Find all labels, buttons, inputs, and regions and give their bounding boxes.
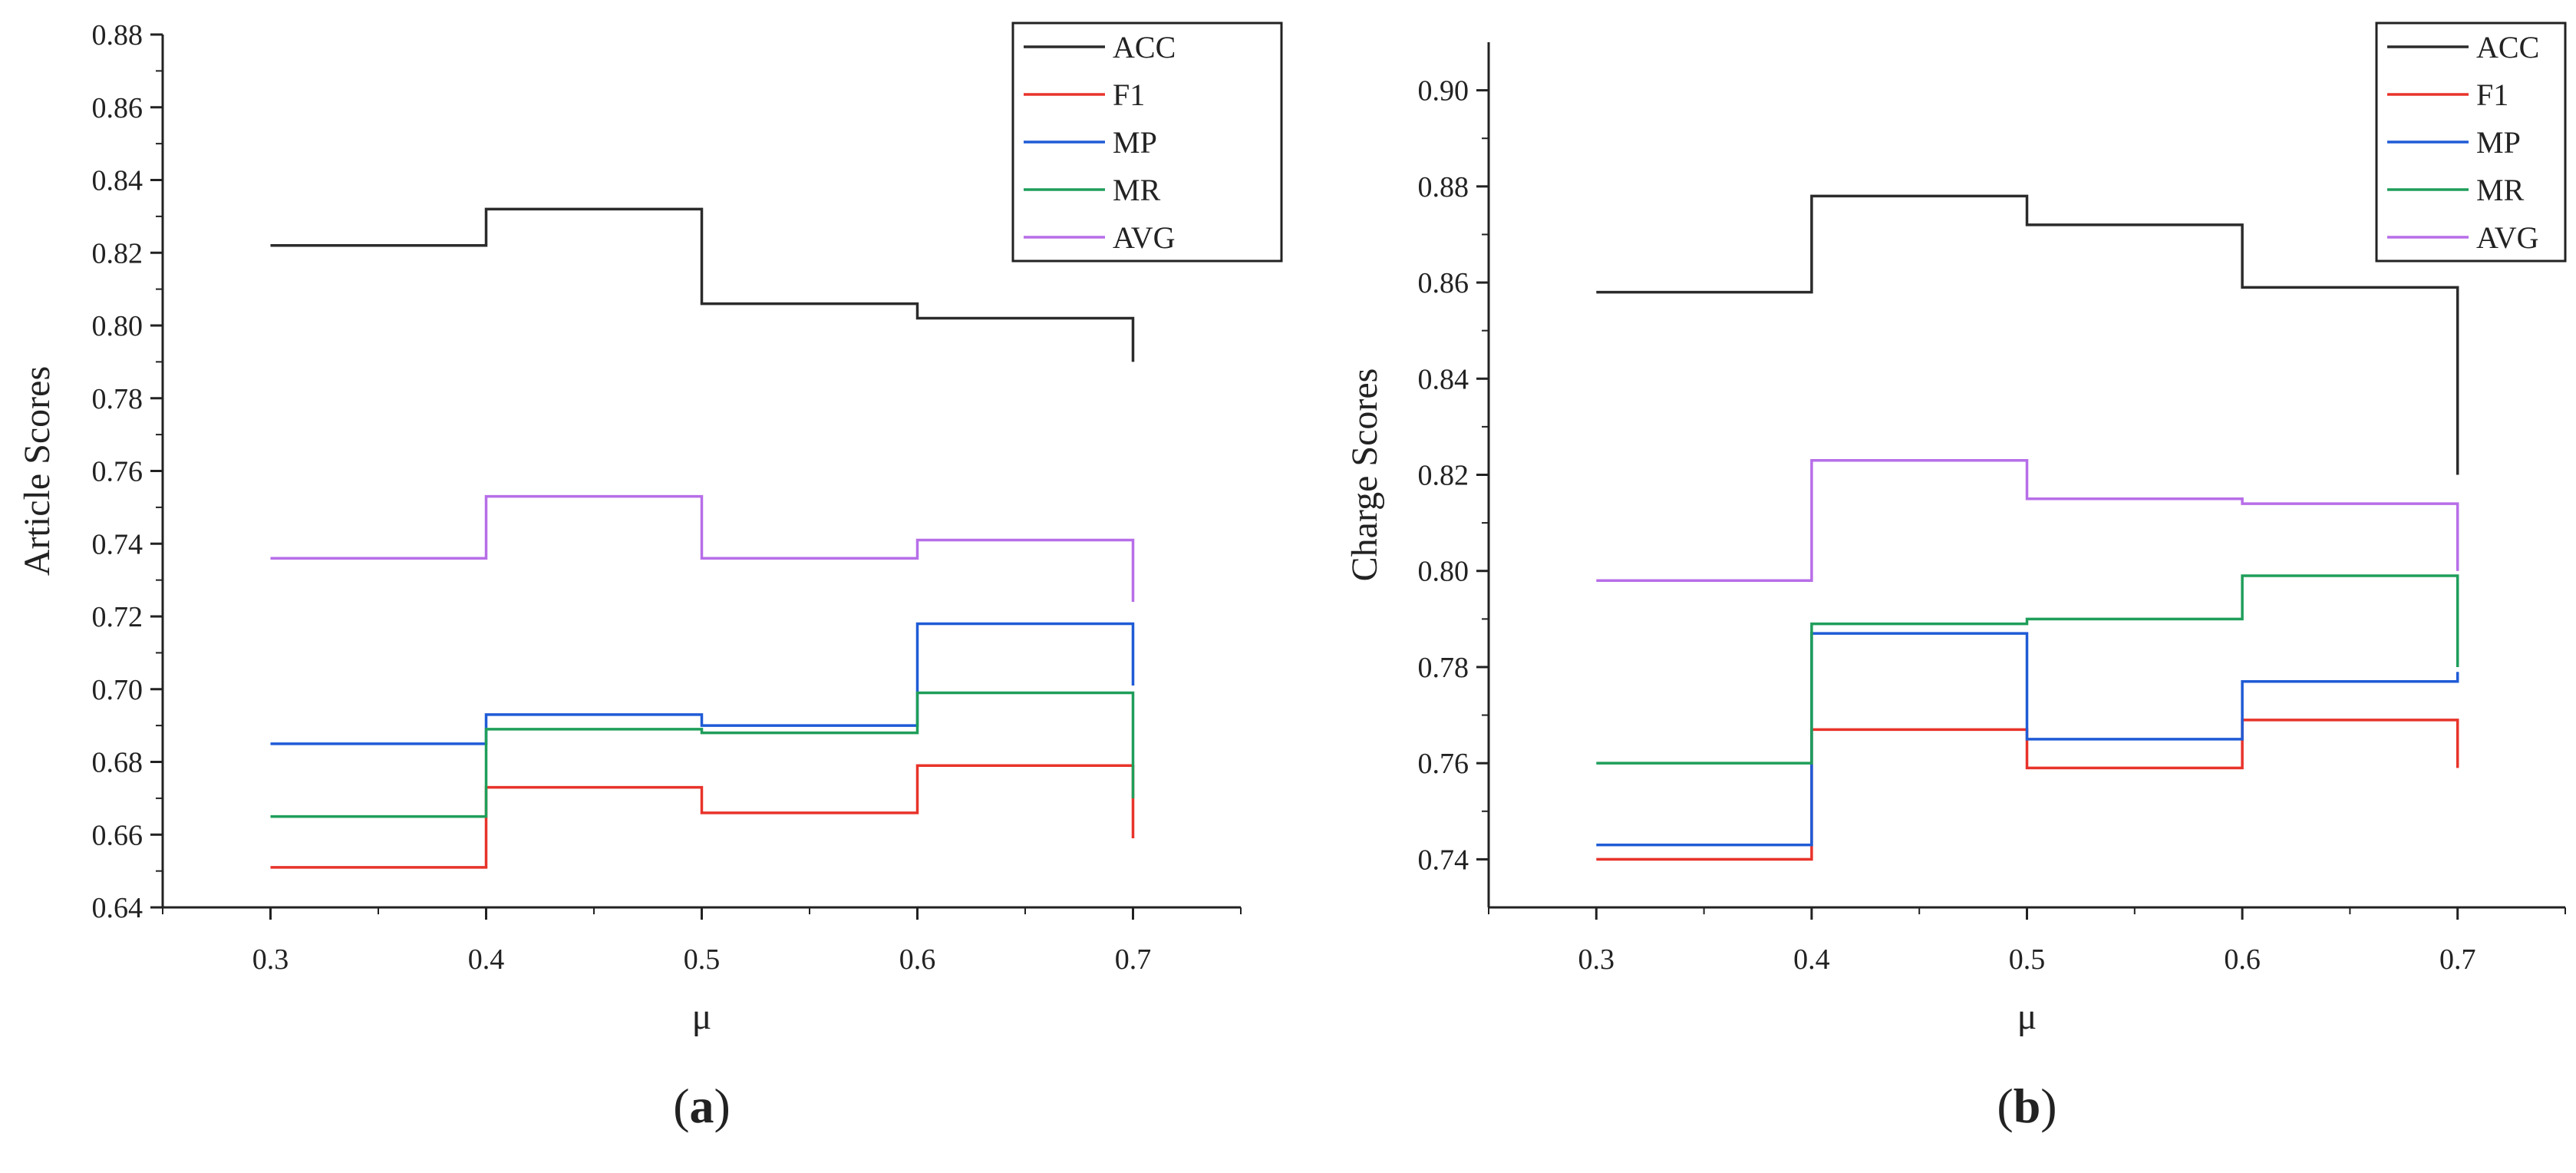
panel-label-open-paren: ( [673,1079,689,1133]
series-line-f1 [270,764,1135,869]
y-tick-label: 0.72 [92,601,143,633]
legend: ACC F1 MP MR AVG [2375,21,2567,263]
panel-label-close-paren: ) [2040,1079,2057,1133]
y-tick-label: 0.76 [1418,748,1469,780]
y-tick-label: 0.88 [92,19,143,51]
y-tick-label: 0.82 [92,237,143,269]
y-tick-label: 0.80 [1418,556,1469,588]
legend-label-avg: AVG [1113,220,1176,255]
series-line-acc [270,207,1135,362]
series-line-mp [1596,632,2459,847]
y-tick-label: 0.86 [1418,267,1469,299]
panel-b: 0.74 0.76 0.78 0.80 0.82 0.84 0.86 0.88 0.90 0.3 0… [1344,21,2567,1133]
y-tick-label: 0.84 [92,165,143,197]
x-tick-label: 0.7 [2439,943,2476,976]
panel-label-close-paren: ) [714,1079,731,1133]
legend-label-mp: MP [1113,125,1157,160]
legend-label-mr: MR [1113,173,1161,207]
legend-label-acc: ACC [2476,30,2539,64]
y-axis-title: Article Scores [17,366,58,576]
y-tick-label: 0.78 [92,383,143,415]
panel-label-open-paren: ( [1997,1079,2013,1133]
y-tick-label: 0.74 [92,528,143,560]
series-line-mp [270,622,1135,745]
y-tick-label: 0.68 [92,747,143,779]
y-tick-label: 0.90 [1418,75,1469,107]
y-tick-label: 0.76 [92,456,143,488]
legend-label-acc: ACC [1113,30,1176,64]
series-line-mr [1596,574,2459,765]
y-tick-label: 0.64 [92,892,143,924]
series-line-f1 [1596,719,2459,861]
x-tick-label: 0.3 [252,943,289,976]
y-tick-label: 0.66 [92,819,143,851]
y-tick-label: 0.74 [1418,844,1469,876]
y-tick-label: 0.88 [1418,171,1469,203]
series-line-acc [1596,194,2459,475]
series-line-avg [1596,458,2459,582]
x-tick-label: 0.3 [1578,943,1615,976]
panel-label: (b) [1997,1079,2057,1133]
panel-label-letter: a [690,1079,714,1133]
legend: ACC F1 MP MR AVG [1011,21,1283,263]
x-tick-label: 0.4 [1793,943,1830,976]
y-tick-label: 0.82 [1418,460,1469,492]
y-axis-title: Charge Scores [1344,368,1385,582]
x-tick-label: 0.6 [2224,943,2261,976]
legend-label-avg: AVG [2476,220,2539,255]
x-tick-label: 0.7 [1115,943,1152,976]
y-tick-label: 0.70 [92,674,143,706]
legend-label-mp: MP [2476,125,2521,160]
x-axis-title: μ [692,996,712,1037]
series-line-mr [270,691,1135,818]
y-tick-label: 0.78 [1418,652,1469,684]
x-tick-label: 0.5 [2009,943,2046,976]
panel-a: 0.64 0.66 0.68 0.70 0.72 0.74 0.76 0.78 0.80 0.82… [17,19,1283,1133]
y-tick-label: 0.80 [92,310,143,342]
y-tick-label: 0.84 [1418,363,1469,395]
panel-label: (a) [673,1079,731,1133]
legend-label-f1: F1 [1113,78,1145,112]
x-axis-title: μ [2017,996,2037,1037]
legend-label-mr: MR [2476,173,2525,207]
x-tick-label: 0.6 [899,943,936,976]
panel-label-letter: b [2014,1079,2041,1133]
x-tick-label: 0.4 [468,943,505,976]
series-line-avg [270,494,1135,603]
y-tick-label: 0.86 [92,92,143,124]
legend-label-f1: F1 [2476,78,2508,112]
x-tick-label: 0.5 [684,943,721,976]
